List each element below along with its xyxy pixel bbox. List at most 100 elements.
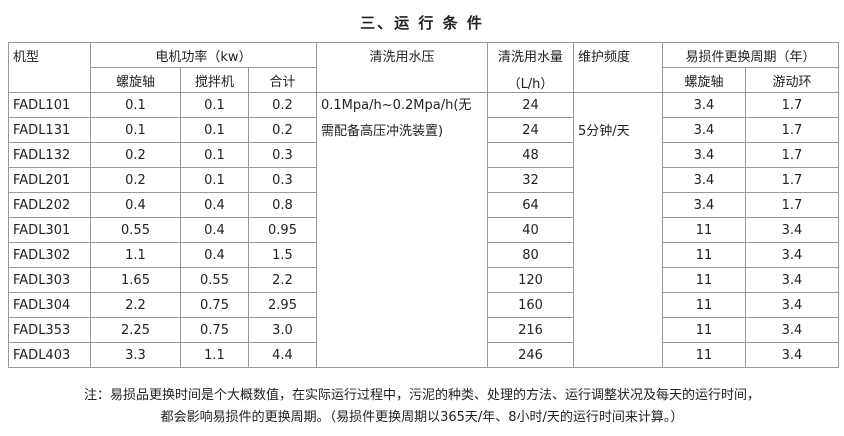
table-row: FADL202 0.4 0.4 0.8 64 3.4 1.7 <box>8 192 839 218</box>
table-cell: 1.7 <box>745 192 839 218</box>
header-cell: 合计 <box>248 67 317 93</box>
conditions-table: 机型 电机功率（kw） 清洗用水压 清洗用水量 （L/h） 维护频度 易损件更换周… <box>8 42 839 368</box>
table-cell: FADL101 <box>8 92 91 118</box>
table-cell: 0.75 <box>180 292 249 318</box>
table-cell: 0.1 <box>180 117 249 143</box>
header-text: 清洗用水量 <box>497 50 563 65</box>
table-row: FADL403 3.3 1.1 4.4 246 11 3.4 <box>8 342 839 368</box>
table-cell: 2.95 <box>248 292 317 318</box>
table-cell: FADL302 <box>8 242 91 268</box>
table-cell: FADL303 <box>8 267 91 293</box>
table-cell: 246 <box>487 342 574 368</box>
table-cell: FADL403 <box>8 342 91 368</box>
table-row: FADL131 0.1 0.1 0.2 24 3.4 1.7 <box>8 117 839 143</box>
table-cell: 11 <box>662 317 746 343</box>
table-cell: 3.4 <box>745 342 839 368</box>
table-cell: 0.1Mpa/h~0.2Mpa/h(无需配备高压冲洗装置) <box>316 92 488 368</box>
table-cell: 3.4 <box>745 242 839 268</box>
table-cell: 0.1 <box>180 167 249 193</box>
table-cell: 0.3 <box>248 142 317 168</box>
table-cell: FADL202 <box>8 192 91 218</box>
table-cell: 3.4 <box>662 167 746 193</box>
table-cell: 0.95 <box>248 217 317 243</box>
table-cell: 0.4 <box>180 217 249 243</box>
table-row: FADL353 2.25 0.75 3.0 216 11 3.4 <box>8 317 839 343</box>
header-cell: 清洗用水量 （L/h） <box>487 42 574 93</box>
table-cell: 3.4 <box>662 142 746 168</box>
table-cell: 2.25 <box>90 317 181 343</box>
table-cell: 3.4 <box>662 192 746 218</box>
header-cell: 清洗用水压 <box>316 42 488 93</box>
table-cell: 5分钟/天 <box>573 92 663 368</box>
table-cell: 0.1 <box>180 142 249 168</box>
table-cell: 32 <box>487 167 574 193</box>
table-cell: 1.1 <box>90 242 181 268</box>
table-cell: FADL201 <box>8 167 91 193</box>
table-cell: 0.1 <box>90 92 181 118</box>
table-cell: 1.1 <box>180 342 249 368</box>
table-cell: 11 <box>662 267 746 293</box>
header-cell: 电机功率（kw） <box>90 42 317 68</box>
table-cell: FADL304 <box>8 292 91 318</box>
table-cell: 2.2 <box>248 267 317 293</box>
table-cell: 3.4 <box>745 317 839 343</box>
table-cell: 1.7 <box>745 142 839 168</box>
table-cell: 0.1 <box>180 92 249 118</box>
table-cell: 120 <box>487 267 574 293</box>
table-cell: 0.8 <box>248 192 317 218</box>
table-cell: 40 <box>487 217 574 243</box>
table-cell: 0.4 <box>180 242 249 268</box>
table-cell: 3.4 <box>745 292 839 318</box>
table-row: FADL132 0.2 0.1 0.3 48 3.4 1.7 <box>8 142 839 168</box>
table-cell: 24 <box>487 92 574 118</box>
table-cell: 1.7 <box>745 117 839 143</box>
table-cell: 48 <box>487 142 574 168</box>
note: 都会影响易损件的更换周期。（易损件更换周期以365天/年、8小时/天的运行时间来… <box>160 410 684 425</box>
table-cell: 160 <box>487 292 574 318</box>
table-cell: 11 <box>662 342 746 368</box>
table-cell: 11 <box>662 292 746 318</box>
table-cell: 11 <box>662 217 746 243</box>
table-cell: 0.2 <box>90 142 181 168</box>
note: 注：易损品更换时间是个大概数值，在实际运行过程中，污泥的种类、处理的方法、运行调… <box>83 388 760 403</box>
table-cell: 1.65 <box>90 267 181 293</box>
table-cell: 0.2 <box>90 167 181 193</box>
table-cell: 0.75 <box>180 317 249 343</box>
table-cell: 0.55 <box>180 267 249 293</box>
header-cell: 螺旋轴 <box>662 67 746 93</box>
table-cell: FADL131 <box>8 117 91 143</box>
table-cell: 2.2 <box>90 292 181 318</box>
table-row: FADL201 0.2 0.1 0.3 32 3.4 1.7 <box>8 167 839 193</box>
table-cell: 1.7 <box>745 167 839 193</box>
table-cell: 0.2 <box>248 92 317 118</box>
header-cell: 搅拌机 <box>180 67 249 93</box>
table-cell: 80 <box>487 242 574 268</box>
table-cell: 3.3 <box>90 342 181 368</box>
table-cell: 24 <box>487 117 574 143</box>
table-cell: 1.5 <box>248 242 317 268</box>
table-cell: 216 <box>487 317 574 343</box>
table-row: FADL303 1.65 0.55 2.2 120 11 3.4 <box>8 267 839 293</box>
table-cell: 3.4 <box>662 117 746 143</box>
header-text: （L/h） <box>507 77 554 92</box>
table-cell: 4.4 <box>248 342 317 368</box>
table-cell: 64 <box>487 192 574 218</box>
table-cell: 0.4 <box>180 192 249 218</box>
table-cell: FADL301 <box>8 217 91 243</box>
table-cell: FADL353 <box>8 317 91 343</box>
table-row: FADL304 2.2 0.75 2.95 160 11 3.4 <box>8 292 839 318</box>
header-cell: 易损件更换周期（年） <box>662 42 839 68</box>
table-row: FADL302 1.1 0.4 1.5 80 11 3.4 <box>8 242 839 268</box>
table-cell: 0.4 <box>90 192 181 218</box>
table-cell: 3.0 <box>248 317 317 343</box>
table-row: FADL101 0.1 0.1 0.2 0.1Mpa/h~0.2Mpa/h(无需配备高压… <box>8 92 839 368</box>
table-cell: 3.4 <box>745 267 839 293</box>
table-cell: 0.2 <box>248 117 317 143</box>
table-cell: 0.1 <box>90 117 181 143</box>
header-cell: 机型 <box>8 42 91 93</box>
table-cell: FADL132 <box>8 142 91 168</box>
header-cell: 螺旋轴 <box>90 67 181 93</box>
header-cell: 维护频度 <box>573 42 663 93</box>
header-cell: 游动环 <box>745 67 839 93</box>
